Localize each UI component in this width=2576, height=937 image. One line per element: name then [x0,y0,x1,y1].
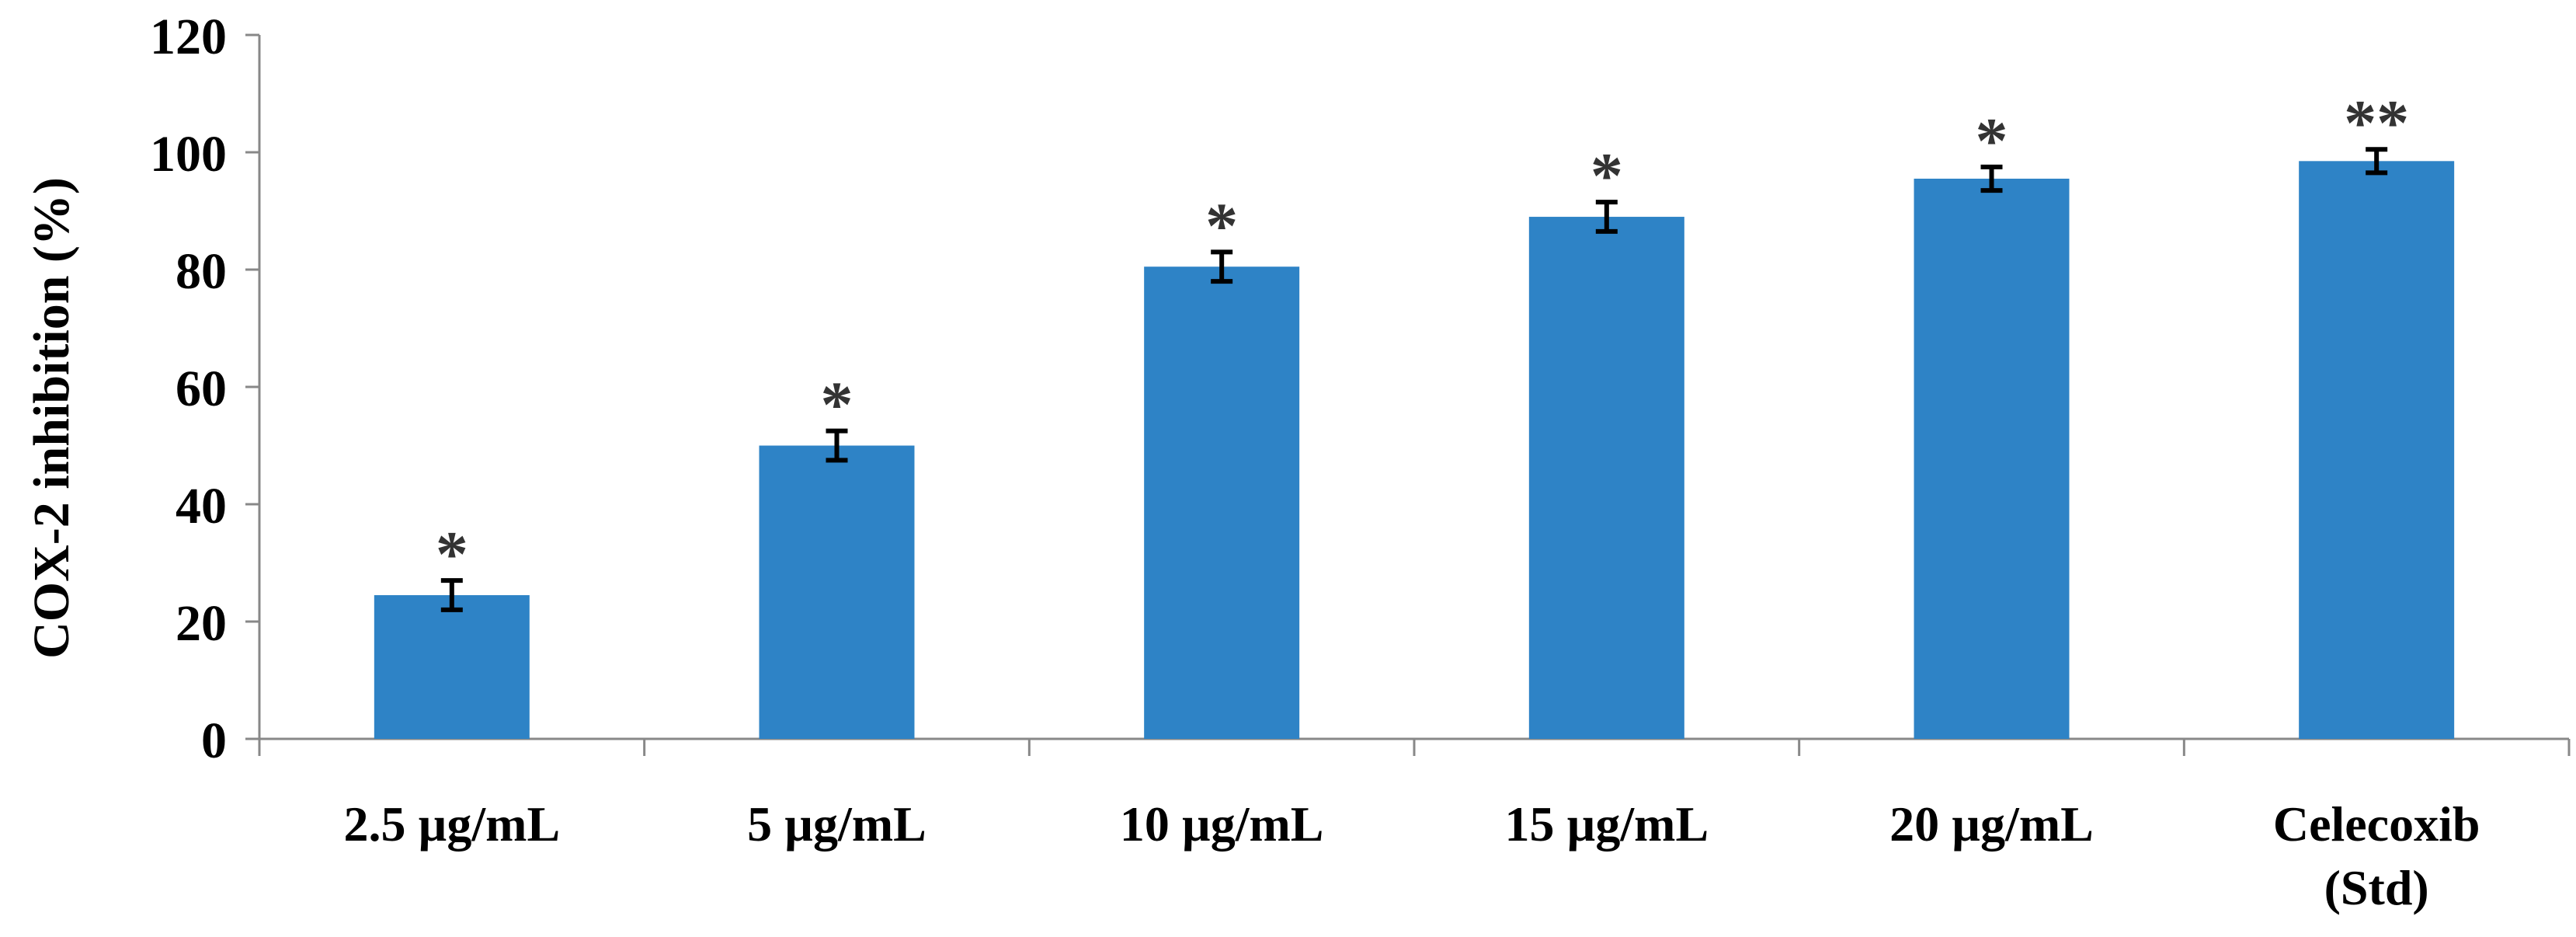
error-bar [1595,200,1618,234]
bar [1144,266,1300,740]
y-tick-label: 20 [176,595,227,652]
significance-label: * [821,369,853,441]
significance-label: * [1205,190,1238,262]
y-axis-title: COX-2 inhibition (%) [23,177,80,659]
bar [1914,178,2070,740]
error-bars [440,147,2388,612]
y-tick-label: 0 [201,712,227,769]
error-bar [1980,164,2003,193]
bar [2299,161,2455,739]
x-tick-label: Celecoxib (Std) [2273,796,2480,915]
bars [374,161,2455,740]
significance-label: * [1590,140,1623,212]
axes [245,33,2571,756]
bar [1528,217,1684,739]
error-bar [440,578,463,612]
error-bar [1211,249,1233,284]
error-bar [2366,147,2388,176]
y-tick-label: 80 [176,243,227,300]
x-tick-label: 5 µg/mL [747,796,926,852]
y-tick-label: 120 [150,9,227,65]
bar [374,595,530,739]
significance-label: * [436,518,468,590]
significance-label: ** [2344,87,2409,159]
y-tick-label: 60 [176,361,227,417]
labels: 0 20 40 60 80 100 120 * 2.5 µg/mL * 5 µg/mL * 10 µg/… [150,9,2480,915]
significance-label: * [1976,105,2008,177]
x-tick-label: 20 µg/mL [1889,796,2094,852]
y-tick-label: 40 [176,478,227,535]
x-tick-label: 10 µg/mL [1120,796,1324,852]
x-tick-label: 15 µg/mL [1505,796,1709,852]
x-tick-label: 2.5 µg/mL [344,796,561,852]
error-bar [826,428,848,463]
y-tick-label: 100 [150,126,227,183]
bar [759,445,915,739]
